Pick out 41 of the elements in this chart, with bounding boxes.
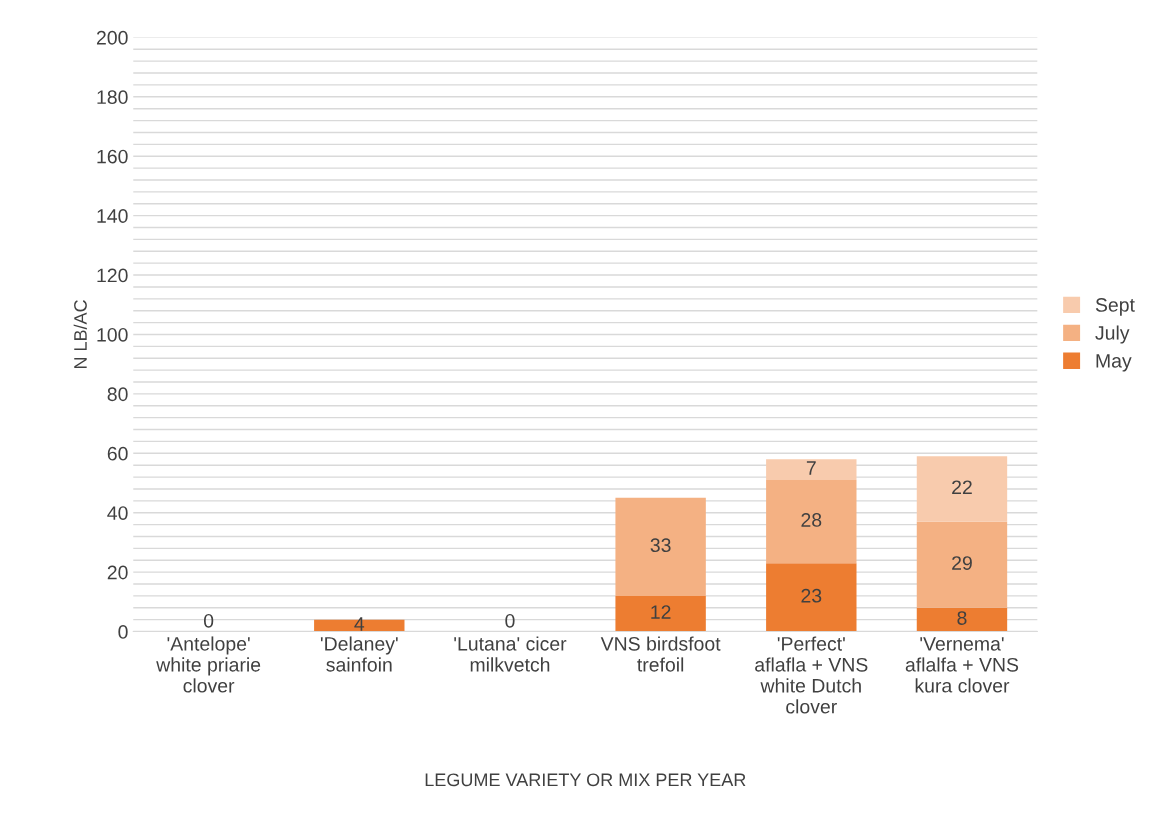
y-tick-label: 140	[97, 209, 128, 223]
legend-label: Sept	[1095, 298, 1135, 316]
x-tick-label: 'Antelope' white priarie clover	[156, 636, 261, 693]
y-tick-label: 60	[107, 446, 128, 461]
x-tick-label: VNS birdsfoot trefoil	[600, 636, 721, 672]
x-tick-label: 'Perfect' aflafla + VNS white Dutch clover	[755, 636, 868, 714]
y-tick-label: 0	[118, 625, 128, 639]
bar	[766, 480, 857, 564]
data-label: 23	[801, 588, 822, 603]
y-axis-title: N LB/AC	[73, 300, 87, 369]
bar	[615, 595, 706, 632]
data-label: 12	[651, 605, 671, 619]
bar	[916, 521, 1008, 608]
data-label: 7	[806, 461, 816, 475]
data-label: 28	[801, 513, 822, 527]
x-tick-label: 'Lutana' cicer milkvetch	[454, 636, 567, 672]
bar	[916, 456, 1008, 522]
legend-label: May	[1096, 354, 1132, 372]
x-axis-title: LEGUME VARIETY OR MIX PER YEAR	[425, 773, 746, 787]
legend-label: July	[1095, 325, 1130, 344]
data-label: 8	[957, 611, 967, 625]
y-tick-label: 100	[97, 327, 128, 342]
bar	[766, 563, 857, 632]
y-tick-label: 20	[107, 565, 128, 580]
data-label: 33	[650, 538, 671, 553]
data-label: 4	[354, 617, 365, 631]
y-tick-label: 180	[97, 90, 128, 105]
y-tick-label: 200	[96, 30, 128, 45]
y-tick-label: 40	[107, 506, 128, 520]
x-tick-label: 'Delaney' sainfoin	[320, 636, 398, 672]
bar	[766, 459, 857, 481]
y-tick-label: 120	[97, 268, 128, 283]
data-label: 0	[203, 613, 214, 628]
bar	[615, 497, 706, 596]
y-tick-label: 160	[97, 149, 128, 164]
bar	[916, 607, 1008, 632]
y-tick-label: 80	[107, 387, 128, 402]
data-label: 0	[505, 613, 515, 628]
data-label: 22	[952, 480, 972, 494]
data-label: 29	[952, 556, 972, 570]
x-tick-label: 'Vernema' aflalfa + VNS kura clover	[905, 637, 1019, 693]
